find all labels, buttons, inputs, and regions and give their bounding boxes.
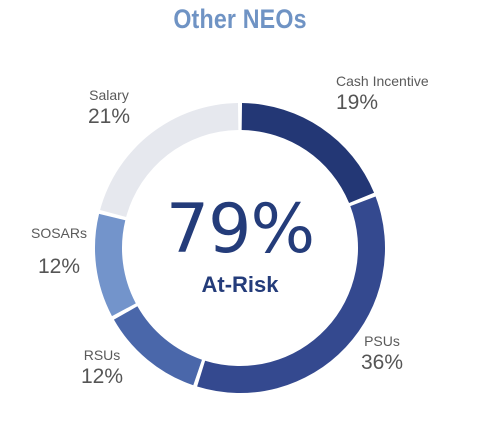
slice-salary bbox=[100, 103, 239, 218]
slice-value: 36% bbox=[360, 351, 404, 374]
slice-sosars bbox=[95, 213, 136, 317]
slice-label-salary: Salary 21% bbox=[66, 88, 152, 127]
center-value: 79% bbox=[165, 190, 315, 269]
slice-psus bbox=[197, 196, 385, 394]
slice-name: Salary bbox=[89, 87, 129, 103]
slice-value: 19% bbox=[336, 91, 379, 114]
slice-label-cash-incentive: Cash Incentive 19% bbox=[336, 74, 429, 113]
slice-name: SOSARs bbox=[30, 225, 87, 241]
slice-value: 12% bbox=[37, 255, 81, 278]
slice-value: 12% bbox=[80, 365, 124, 388]
chart-title: Other NEOs bbox=[173, 4, 307, 34]
slice-name: Cash Incentive bbox=[336, 73, 429, 89]
slice-cash-incentive bbox=[241, 103, 375, 204]
slice-name: PSUs bbox=[364, 333, 400, 349]
slice-label-psus: PSUs 36% bbox=[352, 334, 412, 373]
center-label: At-Risk bbox=[201, 272, 279, 297]
slice-value: 21% bbox=[87, 105, 131, 128]
slice-label-sosars: SOSARs 12% bbox=[14, 226, 104, 277]
slice-rsus bbox=[113, 306, 202, 386]
slice-label-rsus: RSUs 12% bbox=[62, 348, 142, 387]
slice-name: RSUs bbox=[83, 347, 121, 363]
